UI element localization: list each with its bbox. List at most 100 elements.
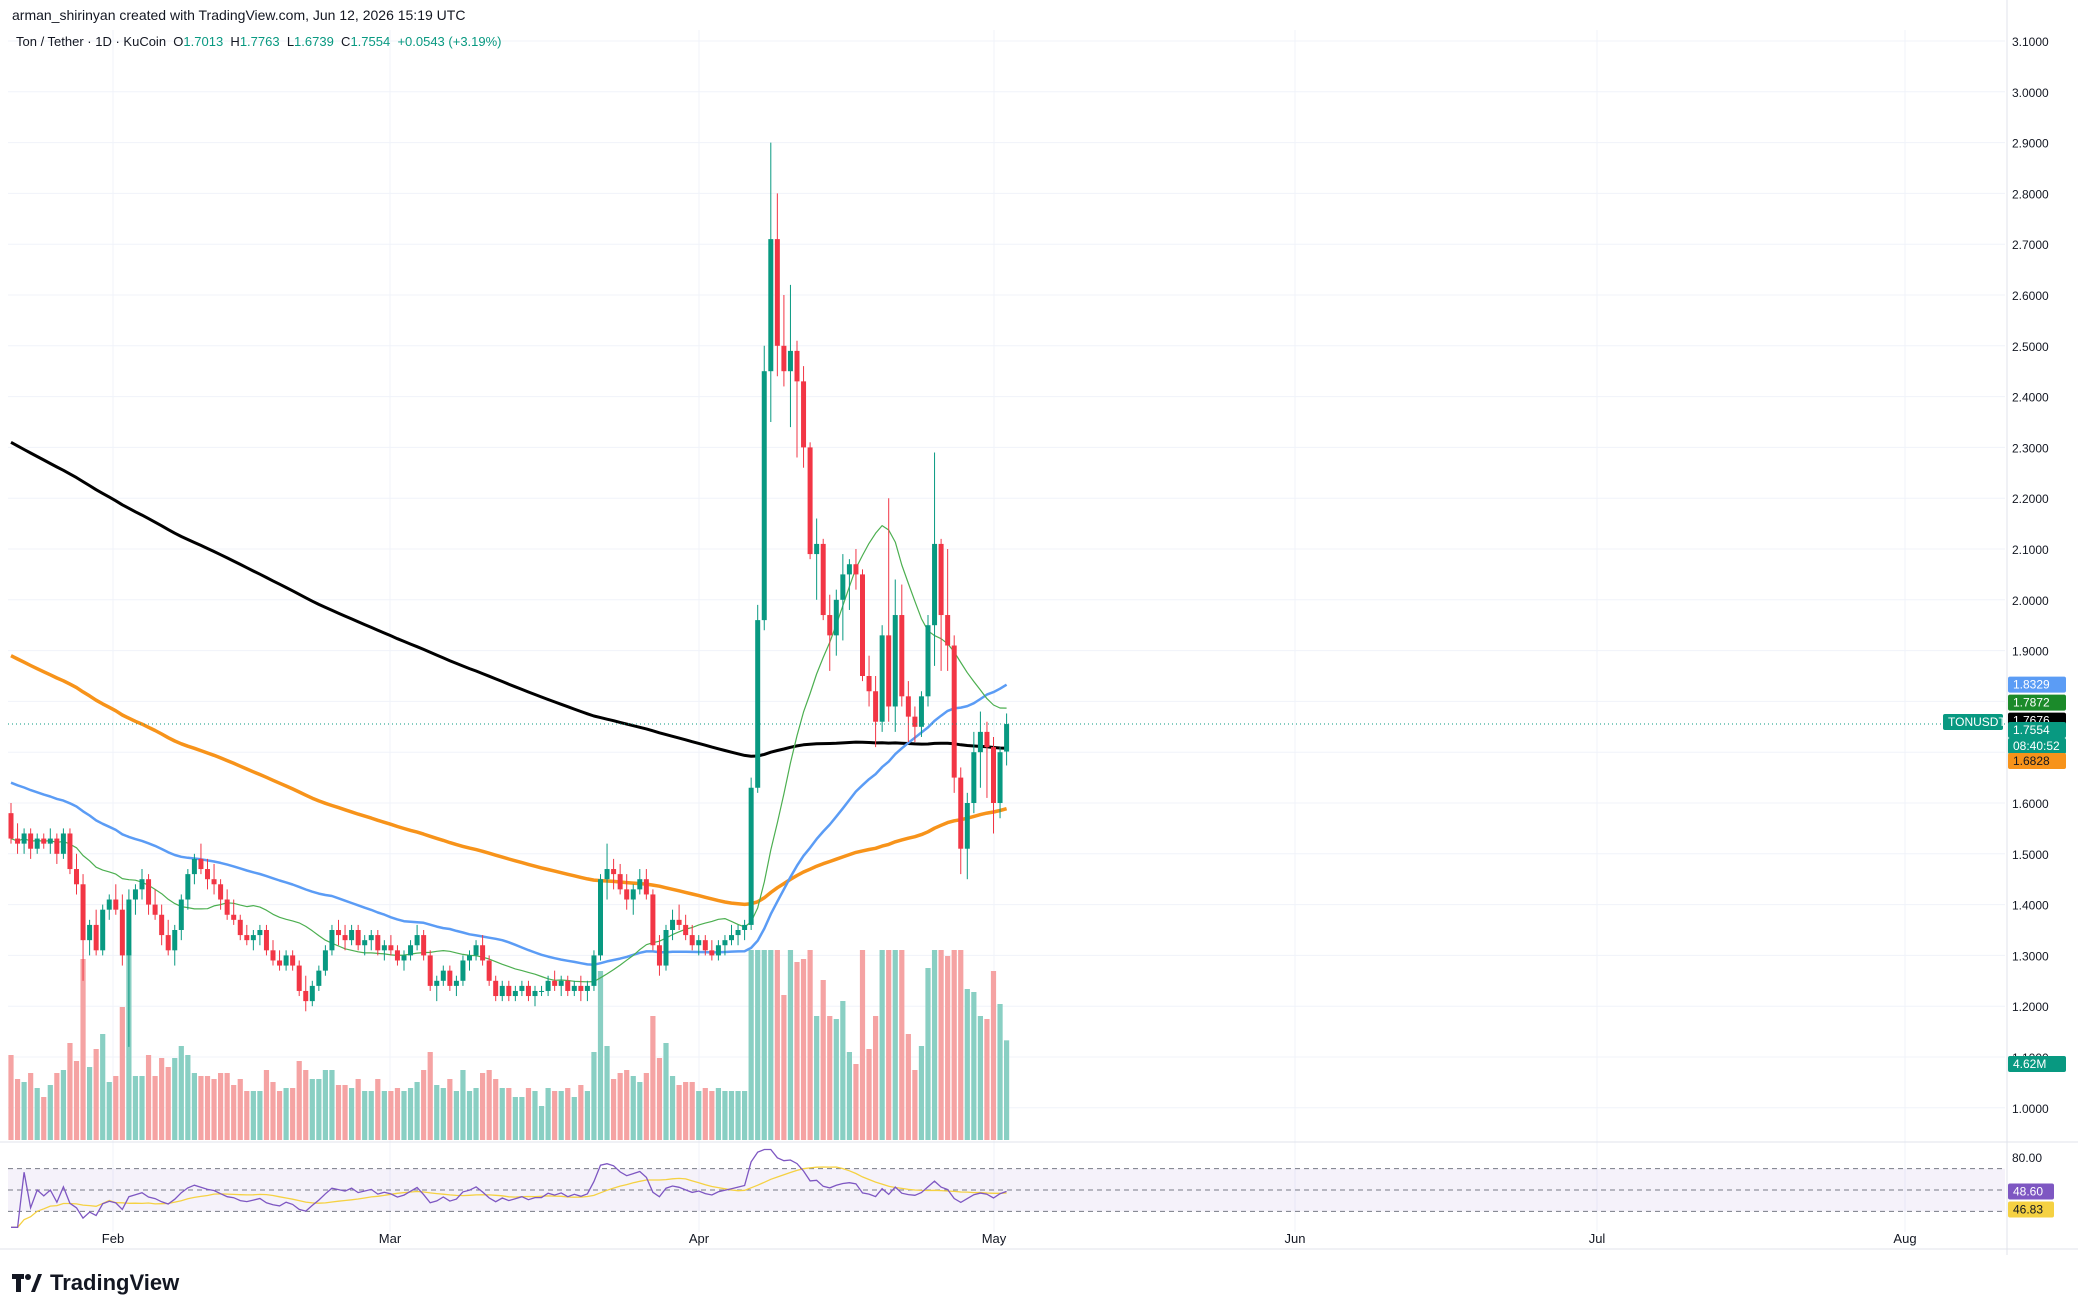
volume-bar bbox=[335, 1085, 342, 1140]
candle bbox=[951, 635, 957, 793]
candle-body bbox=[270, 950, 276, 961]
volume-bar bbox=[316, 1079, 322, 1140]
price-tick-label: 2.9000 bbox=[2012, 137, 2049, 151]
volume-bar bbox=[984, 1019, 990, 1140]
volume-bar bbox=[342, 1085, 348, 1140]
volume-bar bbox=[807, 950, 813, 1140]
candle-body bbox=[316, 970, 322, 986]
volume-bar bbox=[486, 1070, 492, 1140]
candle bbox=[656, 935, 662, 976]
candle bbox=[250, 930, 256, 951]
candle-body bbox=[696, 940, 702, 946]
candle bbox=[558, 975, 564, 997]
candle bbox=[591, 950, 597, 991]
volume-bar bbox=[106, 1082, 112, 1140]
volume-bar bbox=[407, 1088, 414, 1140]
price-grid: 3.1000 3.0000 2.9000 2.8000 2.7000 2.6000 2.50… bbox=[8, 35, 2049, 1116]
volume-bar bbox=[191, 1073, 197, 1140]
candle bbox=[486, 955, 492, 986]
candle bbox=[290, 950, 296, 971]
rsi-value-text: 48.60 bbox=[2013, 1184, 2043, 1198]
candle bbox=[185, 869, 191, 910]
volume-bar bbox=[87, 1067, 93, 1140]
volume-bar bbox=[60, 1070, 66, 1140]
volume-bar bbox=[473, 1088, 479, 1140]
price-tick-label: 2.8000 bbox=[2012, 187, 2049, 201]
volume-bar bbox=[368, 1091, 374, 1140]
price-tick-label: 2.5000 bbox=[2012, 340, 2049, 354]
volume-bar bbox=[204, 1076, 211, 1140]
tradingview-logo[interactable]: TradingView bbox=[12, 1270, 179, 1296]
candle-body bbox=[755, 620, 761, 788]
price-tick-label: 2.0000 bbox=[2012, 594, 2049, 608]
candle-body bbox=[558, 980, 564, 986]
candle-body bbox=[21, 833, 27, 844]
candle bbox=[493, 975, 499, 1002]
volume-bar bbox=[899, 950, 905, 1140]
volume-bar bbox=[997, 1004, 1003, 1140]
candle bbox=[774, 193, 780, 377]
candle bbox=[525, 980, 531, 1002]
candle bbox=[231, 899, 237, 925]
volume-bar bbox=[565, 1088, 571, 1140]
candle bbox=[34, 833, 40, 854]
candle-body bbox=[460, 960, 466, 981]
volume-bar bbox=[381, 1091, 387, 1140]
close-value: 1.7554 bbox=[350, 34, 391, 49]
candle-body bbox=[355, 930, 361, 946]
candle-body bbox=[525, 985, 531, 997]
candle bbox=[218, 879, 224, 910]
candle bbox=[329, 924, 335, 956]
candle-body bbox=[984, 731, 990, 748]
time-tick-label: Aug bbox=[1893, 1231, 1916, 1246]
symbol-legend: Ton / Tether · 1D · KuCoin O1.7013 H1.77… bbox=[16, 34, 502, 49]
price-tick-label: 1.5000 bbox=[2012, 848, 2049, 862]
ma100-badge: 1.6828 bbox=[2008, 752, 2066, 769]
candle bbox=[178, 894, 184, 941]
candle-body bbox=[578, 985, 584, 991]
volume-bar bbox=[54, 1073, 60, 1140]
candle bbox=[945, 549, 951, 671]
candle bbox=[21, 828, 27, 854]
volume-bar bbox=[152, 1076, 158, 1140]
volume-bar bbox=[447, 1079, 453, 1140]
volume-bar bbox=[669, 1076, 676, 1140]
candle-body bbox=[336, 930, 341, 936]
candle-body bbox=[656, 945, 662, 966]
candle bbox=[1004, 713, 1010, 766]
volume-bar bbox=[630, 1076, 636, 1140]
candle-body bbox=[486, 960, 492, 981]
volume-bar bbox=[290, 1088, 296, 1140]
ma50-badge: 1.8329 bbox=[2008, 676, 2066, 693]
volume-bar bbox=[211, 1079, 217, 1140]
candle bbox=[853, 549, 859, 590]
volume-bar bbox=[918, 1046, 925, 1140]
low-label: L bbox=[286, 34, 295, 49]
candle-body bbox=[93, 924, 99, 951]
volume-bar bbox=[833, 1019, 839, 1140]
candle-body bbox=[807, 447, 813, 555]
candle-body bbox=[375, 935, 381, 951]
candle-body bbox=[860, 574, 865, 676]
candle bbox=[388, 935, 394, 956]
candle-body bbox=[512, 990, 518, 997]
candle-body bbox=[257, 930, 263, 936]
price-tick-label: 2.6000 bbox=[2012, 289, 2049, 303]
candle-body bbox=[781, 345, 787, 372]
ma20-badge: 1.7872 bbox=[2008, 694, 2066, 711]
open-label: O bbox=[173, 34, 184, 49]
candle-body bbox=[283, 955, 289, 966]
candle-body bbox=[126, 899, 132, 956]
volume-bar bbox=[800, 959, 807, 1140]
volume-bar bbox=[460, 1070, 466, 1140]
volume-bar bbox=[748, 950, 754, 1140]
volume-bar bbox=[755, 950, 761, 1140]
countdown-badge-text: 08:40:52 bbox=[2013, 739, 2060, 753]
candle-body bbox=[146, 879, 152, 905]
candle-body bbox=[41, 838, 47, 844]
volume-bar bbox=[21, 1082, 27, 1140]
candle bbox=[132, 884, 138, 915]
candle-body bbox=[499, 985, 505, 997]
candle bbox=[643, 869, 649, 900]
